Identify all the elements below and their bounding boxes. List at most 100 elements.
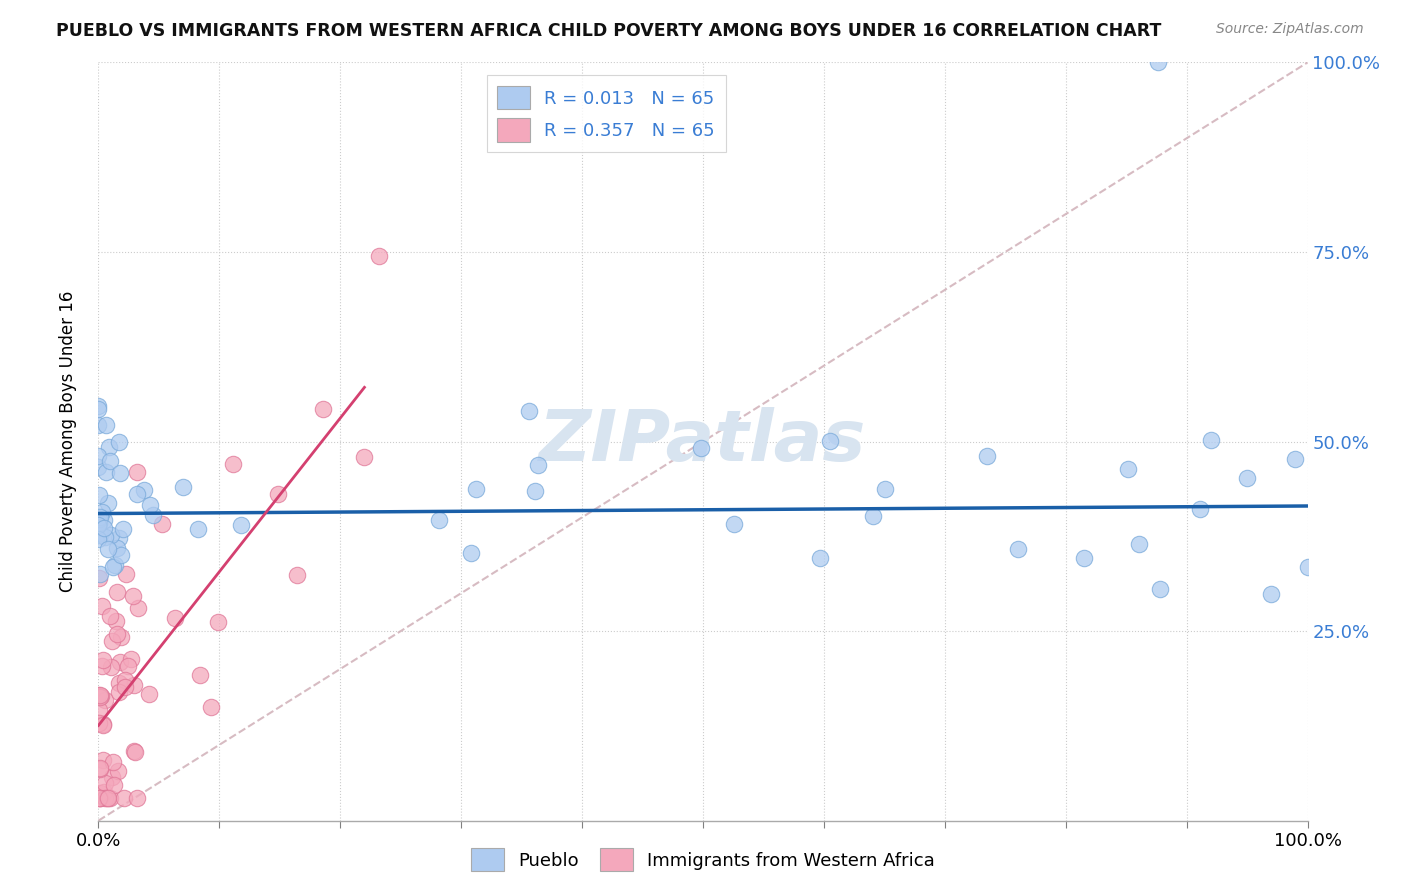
Point (91, 753, 114, 767)
Point (1296, 560, 1319, 574)
Point (138, 687, 160, 701)
Point (87, 399, 110, 413)
Point (104, 614, 127, 628)
Point (127, 487, 149, 501)
Point (1007, 541, 1029, 556)
Point (172, 480, 194, 494)
Point (1284, 451, 1306, 466)
Point (115, 567, 138, 582)
Point (89, 566, 111, 581)
Point (108, 685, 131, 699)
Point (97, 440, 120, 454)
Point (114, 673, 136, 687)
Point (98, 454, 121, 468)
Point (110, 548, 132, 563)
Point (862, 509, 884, 524)
Point (89, 762, 111, 776)
Point (222, 457, 245, 471)
Point (103, 560, 125, 574)
Point (100, 528, 122, 542)
Text: PUEBLO VS IMMIGRANTS FROM WESTERN AFRICA CHILD POVERTY AMONG BOYS UNDER 16 CORRE: PUEBLO VS IMMIGRANTS FROM WESTERN AFRICA… (56, 22, 1161, 40)
Point (108, 676, 131, 690)
Point (90, 599, 112, 613)
Point (523, 484, 546, 499)
Point (200, 700, 222, 714)
Point (229, 518, 252, 533)
Point (87, 703, 110, 717)
Point (87, 449, 110, 463)
Point (873, 482, 896, 496)
Point (122, 678, 145, 692)
Point (124, 744, 146, 758)
Point (187, 522, 209, 536)
Point (89, 525, 111, 540)
Point (464, 482, 486, 496)
Point (90, 690, 112, 704)
Point (368, 249, 391, 263)
Point (105, 584, 128, 599)
Point (100, 634, 122, 648)
Point (107, 764, 129, 779)
Point (117, 659, 139, 673)
Point (93, 785, 115, 799)
Point (127, 465, 149, 479)
Point (89, 690, 111, 705)
Point (976, 449, 998, 463)
Point (97, 542, 120, 557)
Point (87, 533, 110, 547)
Point (132, 483, 155, 498)
Point (108, 434, 131, 449)
Point (87, 401, 110, 416)
Point (105, 541, 128, 555)
Point (353, 450, 375, 465)
Point (138, 499, 160, 513)
Point (142, 508, 165, 522)
Point (89, 791, 111, 805)
Text: Source: ZipAtlas.com: Source: ZipAtlas.com (1216, 22, 1364, 37)
Point (87, 715, 110, 730)
Point (163, 611, 186, 625)
Point (91, 717, 114, 731)
Point (105, 627, 128, 641)
Point (103, 755, 125, 769)
Point (94, 775, 117, 789)
Text: ZIPatlas: ZIPatlas (540, 407, 866, 476)
Y-axis label: Child Poverty Among Boys Under 16: Child Poverty Among Boys Under 16 (59, 291, 77, 592)
Point (112, 791, 135, 805)
Point (1147, 55, 1170, 70)
Point (285, 567, 308, 582)
Point (94, 530, 117, 544)
Point (808, 550, 831, 565)
Point (87, 516, 110, 530)
Point (1188, 501, 1211, 516)
Legend: Pueblo, Immigrants from Western Africa: Pueblo, Immigrants from Western Africa (464, 841, 942, 879)
Point (1260, 587, 1282, 601)
Point (93, 521, 115, 535)
Point (124, 745, 146, 759)
Point (100, 660, 122, 674)
Point (89, 761, 111, 775)
Point (690, 441, 713, 455)
Point (429, 513, 451, 527)
Point (91, 505, 114, 519)
Point (91, 658, 114, 673)
Point (94, 465, 117, 479)
Point (267, 487, 290, 501)
Point (517, 403, 540, 417)
Point (820, 434, 842, 449)
Point (87, 459, 110, 474)
Point (97, 791, 120, 805)
Point (89, 786, 111, 800)
Point (93, 513, 115, 527)
Point (150, 517, 173, 532)
Point (87, 688, 110, 702)
Point (87, 418, 110, 433)
Point (94, 692, 117, 706)
Point (1199, 433, 1222, 447)
Point (89, 688, 111, 702)
Point (312, 401, 335, 416)
Point (460, 546, 482, 560)
Point (104, 558, 127, 572)
Point (89, 791, 111, 805)
Point (87, 517, 110, 532)
